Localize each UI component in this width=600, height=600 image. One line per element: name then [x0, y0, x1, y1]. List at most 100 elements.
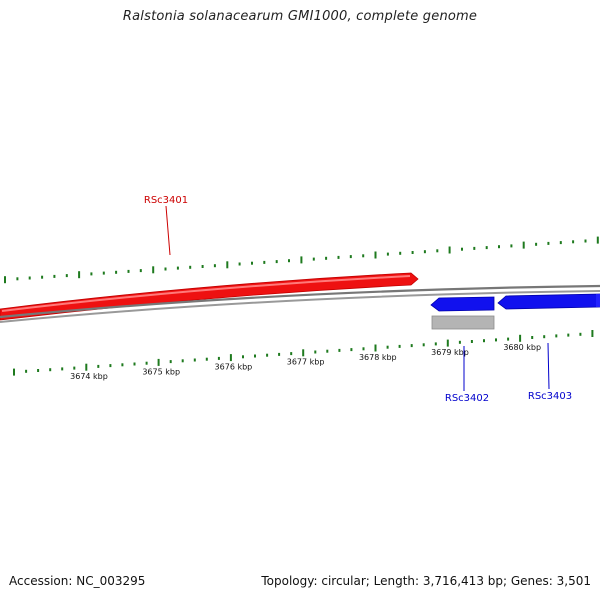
forward-tick-mark [201, 265, 204, 268]
forward-tick-mark [572, 240, 575, 244]
tick-label: 3680 kbp [503, 343, 541, 352]
reverse-tick-mark [290, 352, 293, 356]
forward-tick-mark [127, 269, 130, 273]
reverse-tick-mark [531, 336, 534, 339]
forward-tick-mark [411, 251, 414, 254]
reverse-tick-mark [470, 340, 473, 343]
forward-tick-mark [485, 246, 488, 250]
forward-tick-mark [288, 259, 290, 263]
reverse-tick-mark [519, 334, 522, 342]
gene-label-rsc3403[interactable]: RSc3403 [528, 391, 572, 402]
forward-tick-mark [473, 246, 476, 250]
reverse-tick-mark [181, 359, 184, 363]
accession-text: Accession: NC_003295 [9, 574, 146, 588]
reverse-tick-mark [229, 354, 232, 362]
forward-tick-mark [498, 245, 500, 249]
forward-tick-mark [596, 236, 599, 244]
forward-tick-mark [337, 255, 340, 259]
forward-tick-mark [349, 255, 352, 259]
genome-backbone-inner [0, 290, 600, 323]
gene-rsc3401-leader-line [165, 205, 171, 256]
reverse-tick-mark [374, 344, 377, 352]
reverse-tick-mark [254, 354, 256, 358]
reverse-tick-mark [37, 369, 40, 372]
genome-title: Ralstonia solanacearum GMI1000, complete… [122, 9, 478, 24]
gene-rsc3403-leader-line [547, 342, 550, 390]
genome-backbone-outer [0, 284, 600, 319]
forward-tick-mark [436, 249, 439, 253]
forward-tick-mark [461, 247, 463, 251]
reverse-tick-mark [302, 349, 305, 357]
reverse-tick-mark [193, 358, 196, 362]
reverse-tick-mark [121, 363, 124, 367]
tick-labels: 3674 kbp 3675 kbp 3676 kbp 3677 kbp 3678 kbp… [70, 343, 541, 381]
reverse-tick-mark [169, 360, 172, 364]
reverse-tick-mark [242, 355, 244, 359]
reverse-tick-mark [495, 338, 497, 342]
forward-tick-mark [251, 261, 253, 265]
gene-rsc3403-arrow[interactable] [497, 293, 600, 310]
forward-tick-mark [300, 256, 303, 264]
reverse-tick-mark [145, 361, 148, 365]
gene-label-rsc3402[interactable]: RSc3402 [445, 393, 489, 404]
forward-tick-mark [16, 277, 19, 281]
reverse-tick-mark [314, 350, 317, 354]
forward-tick-mark [164, 267, 167, 271]
forward-tick-mark [399, 251, 402, 255]
genome-summary-text: Topology: circular; Length: 3,716,413 bp… [261, 574, 591, 588]
forward-tick-mark [559, 241, 562, 245]
forward-tick-mark [4, 276, 6, 284]
tick-label: 3674 kbp [70, 372, 108, 381]
reverse-tick-mark [326, 349, 329, 353]
reverse-tick-mark [97, 364, 100, 368]
gene-rsc3402-arrow[interactable] [430, 296, 495, 312]
reverse-tick-mark [157, 358, 160, 366]
reverse-tick-mark [591, 330, 594, 337]
reverse-tick-mark [49, 368, 52, 372]
forward-tick-mark [547, 241, 550, 245]
gene-rsc3401-highlight [1, 275, 411, 312]
forward-tick-mark [325, 256, 328, 260]
reverse-tick-mark [458, 340, 461, 344]
forward-tick-mark [152, 266, 155, 274]
forward-tick-mark [65, 274, 68, 278]
reverse-tick-mark [579, 332, 582, 336]
forward-tick-mark [102, 271, 105, 275]
gene-rsc3403-overflow-cap [596, 294, 600, 307]
grey-feature-block [431, 315, 495, 330]
reverse-tick-mark [410, 344, 413, 348]
reverse-tick-mark [543, 335, 546, 339]
forward-tick-mark [535, 242, 538, 246]
reverse-tick-mark [13, 368, 15, 376]
tick-label: 3677 kbp [287, 358, 325, 367]
tick-label: 3678 kbp [359, 353, 397, 362]
forward-tick-mark [78, 271, 81, 279]
reverse-strand-tick-ruler [13, 330, 594, 376]
forward-tick-mark [510, 244, 513, 248]
reverse-tick-mark [338, 348, 341, 352]
forward-tick-mark [213, 264, 216, 268]
reverse-tick-mark [205, 357, 208, 361]
reverse-tick-mark [133, 362, 136, 366]
forward-tick-mark [374, 251, 377, 259]
forward-tick-mark [238, 262, 241, 266]
reverse-tick-mark [350, 348, 353, 352]
forward-tick-mark [423, 250, 426, 254]
reverse-tick-mark [61, 367, 64, 371]
gene-label-rsc3401[interactable]: RSc3401 [144, 195, 188, 206]
forward-tick-mark [263, 260, 266, 264]
reverse-tick-mark [507, 337, 510, 341]
reverse-tick-mark [567, 333, 570, 337]
reverse-tick-mark [555, 334, 558, 338]
tick-label: 3675 kbp [142, 367, 180, 376]
reverse-tick-mark [483, 339, 485, 343]
reverse-tick-mark [85, 363, 88, 371]
reverse-tick-mark [362, 347, 365, 351]
forward-tick-mark [189, 265, 192, 269]
forward-strand-tick-ruler [4, 236, 599, 284]
forward-tick-mark [362, 254, 365, 258]
reverse-tick-mark [398, 344, 401, 348]
reverse-tick-mark [25, 369, 28, 373]
forward-tick-mark [226, 261, 229, 269]
